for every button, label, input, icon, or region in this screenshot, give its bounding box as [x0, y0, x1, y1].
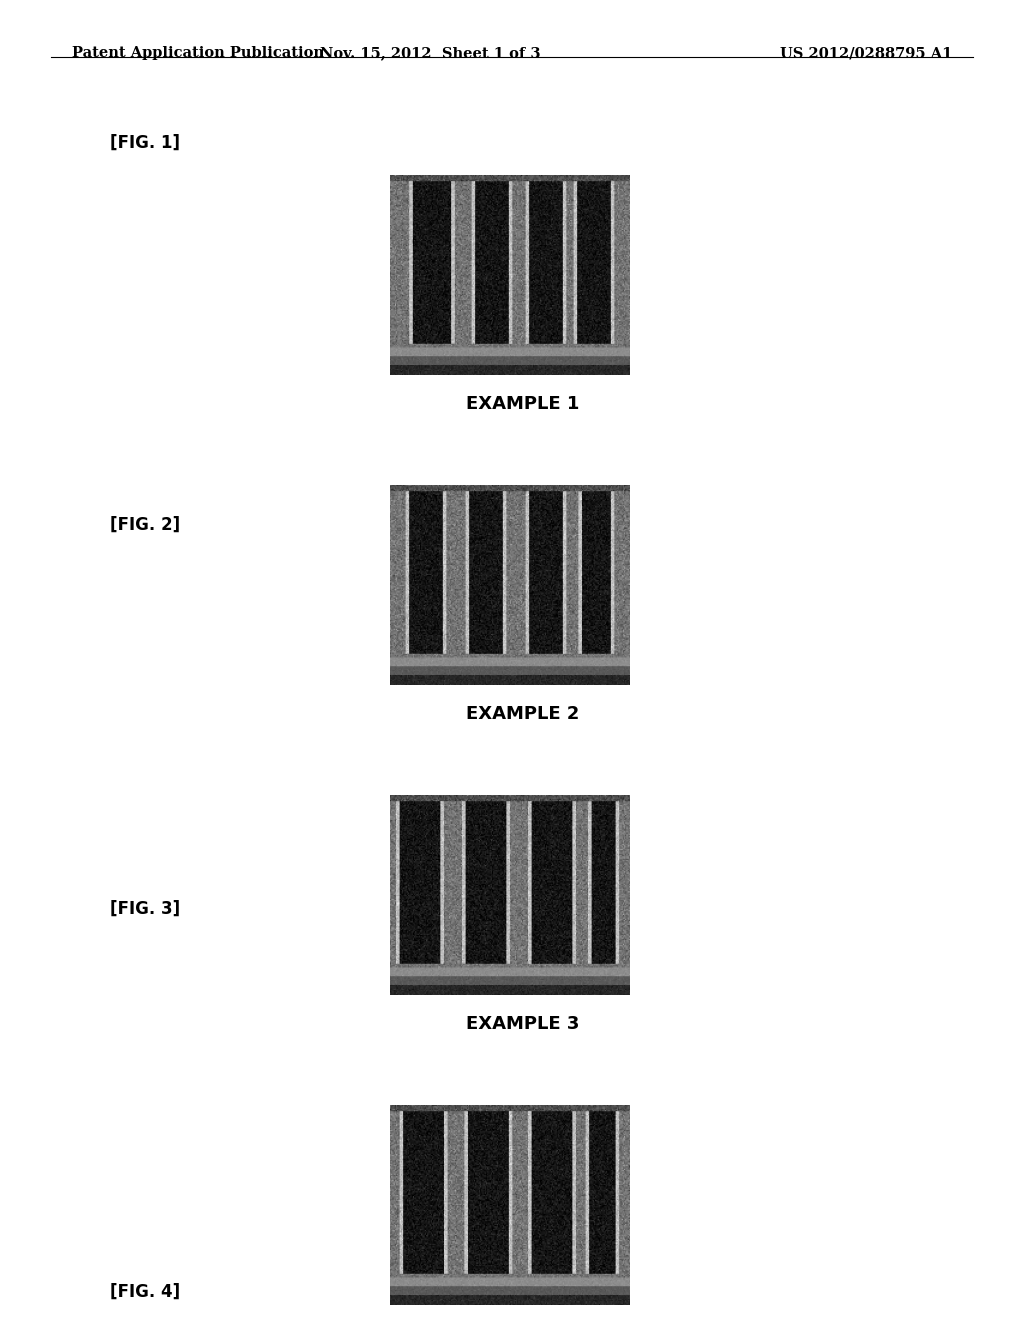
Text: Nov. 15, 2012  Sheet 1 of 3: Nov. 15, 2012 Sheet 1 of 3	[319, 46, 541, 61]
Text: EXAMPLE 3: EXAMPLE 3	[466, 1015, 579, 1034]
Text: Patent Application Publication: Patent Application Publication	[72, 46, 324, 61]
Text: EXAMPLE 1: EXAMPLE 1	[466, 395, 579, 413]
Text: [FIG. 1]: [FIG. 1]	[110, 133, 179, 152]
Text: US 2012/0288795 A1: US 2012/0288795 A1	[780, 46, 952, 61]
Text: [FIG. 2]: [FIG. 2]	[110, 516, 179, 535]
Text: EXAMPLE 2: EXAMPLE 2	[466, 705, 579, 723]
Text: [FIG. 3]: [FIG. 3]	[110, 900, 179, 919]
Text: [FIG. 4]: [FIG. 4]	[110, 1283, 179, 1302]
